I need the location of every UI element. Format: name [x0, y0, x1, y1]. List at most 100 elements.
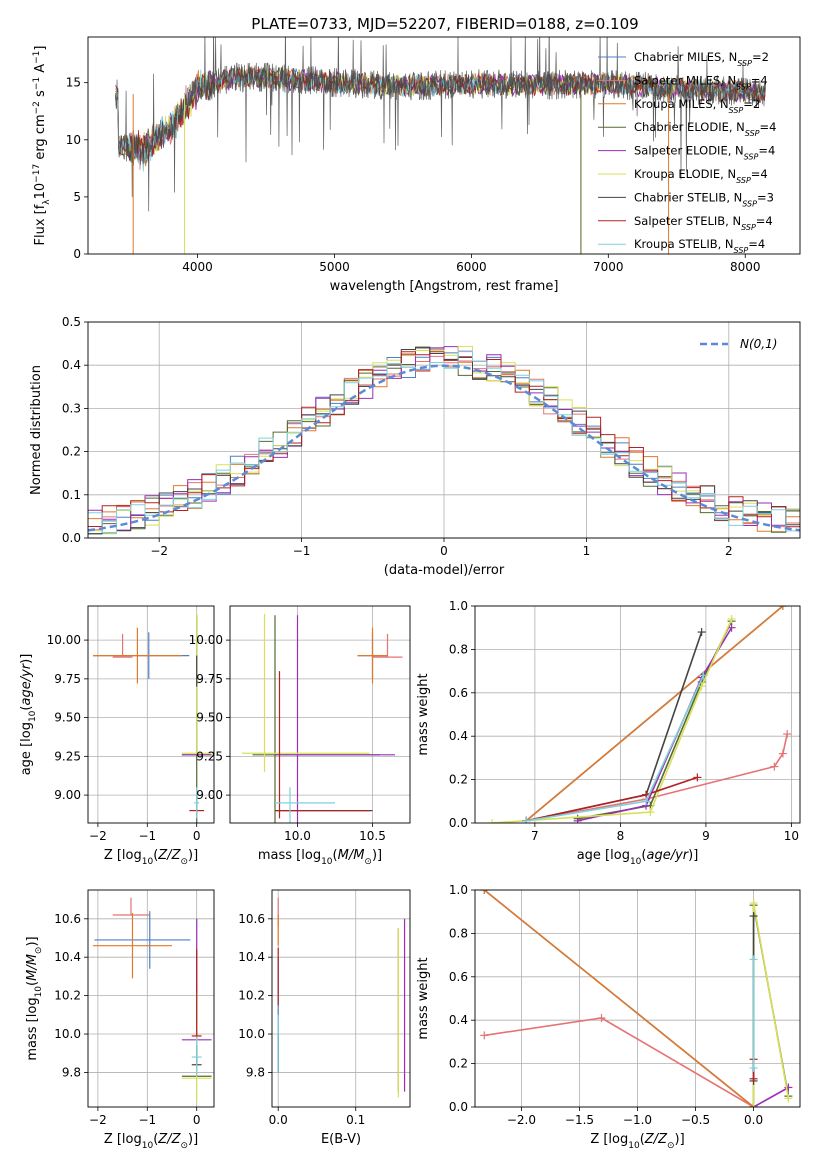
legend-label: Kroupa MILES, NSSP=2 [634, 97, 760, 115]
x-tick-label: 9 [702, 829, 710, 843]
plot-area [242, 613, 403, 823]
mass-vs-extinction-panel: 0.0 0.1 9.8 10.0 10.2 10.4 10.6 E(B-V) [238, 889, 411, 1147]
x-tick-label: −2 [89, 1113, 107, 1127]
x-tick-label: 10.0 [284, 829, 311, 843]
axes-border [229, 605, 411, 824]
x-tick-label: 0.0 [269, 1113, 288, 1127]
ageZ-x-label: Z [log10(Z/Z⊙)] [104, 848, 198, 867]
y-tick-label: 9.50 [196, 711, 223, 725]
legend-label: Chabrier ELODIE, NSSP=4 [634, 120, 776, 138]
x-tick-label: −2 [89, 829, 107, 843]
y-tick-label: 0.3 [62, 401, 81, 415]
axes-frame: 7 8 9 10 0.0 0.2 0.4 0.6 0.8 1.0 age [log10(age/yr… [416, 599, 801, 867]
x-tick-label: 7 [531, 829, 539, 843]
mwZ-x-label: Z [log10(Z/Z⊙)] [590, 1132, 684, 1151]
plot-area [88, 345, 800, 535]
axes-frame: −2 −1 0 9.8 10.0 10.2 10.4 10.6 Z [log10(Z/Z⊙)] m… [25, 889, 215, 1151]
x-tick-label: 1 [583, 544, 591, 558]
y-tick-label: 10.4 [238, 950, 265, 964]
age-vs-metallicity-panel: −2 −1 0 9.00 9.25 9.50 9.75 10.00 Z [log10(Z/Z⊙)… [19, 605, 215, 867]
y-tick-label: 0.6 [449, 686, 468, 700]
y-tick-label: 15 [66, 76, 81, 90]
x-tick-label: 2 [725, 544, 733, 558]
residual-histogram [88, 351, 800, 528]
y-tick-label: 0.2 [449, 773, 468, 787]
x-tick-label: 10.5 [359, 829, 386, 843]
mass-weight-line [577, 620, 733, 820]
plot-area [488, 606, 792, 823]
residuals-panel: −2 −1 0 1 2 0.0 0.1 0.2 0.3 0.4 0.5 (data-model)/er… [29, 315, 801, 578]
chabrier-stelib-spectrum-line [115, 37, 766, 212]
plot-area [92, 897, 212, 1102]
x-tick-label: −2.0 [507, 1113, 536, 1127]
mass-weight-line [753, 1086, 789, 1107]
y-tick-label: 9.75 [54, 672, 81, 686]
y-tick-label: 10.00 [189, 633, 223, 647]
figure-title: PLATE=0733, MJD=52207, FIBERID=0188, z=0… [251, 15, 638, 33]
axes-border [87, 36, 801, 255]
mwAge-x-label: age [log10(age/yr)] [577, 848, 699, 867]
y-tick-label: 0.6 [449, 970, 468, 984]
y-tick-label: 10.0 [54, 1027, 81, 1041]
y-tick-label: 9.8 [62, 1065, 81, 1079]
mass-weight-line [492, 618, 733, 823]
y-tick-label: 10.6 [238, 912, 265, 926]
y-tick-label: 0.1 [62, 488, 81, 502]
legend-normal-label: N(0,1) [740, 337, 777, 351]
spectrum-x-label: wavelength [Angstrom, rest frame] [330, 279, 559, 294]
y-tick-label: 0.4 [449, 1013, 468, 1027]
y-tick-label: 10.2 [238, 989, 265, 1003]
axes-border [474, 605, 801, 824]
y-tick-label: 9.8 [246, 1065, 265, 1079]
y-tick-label: 9.00 [196, 788, 223, 802]
x-tick-label: −1 [138, 1113, 156, 1127]
x-tick-label: −1 [138, 829, 156, 843]
legend-label: Salpeter STELIB, NSSP=4 [634, 214, 773, 232]
residual-histogram [88, 346, 800, 531]
ageM-x-label: mass [log10(M/M⊙)] [258, 848, 382, 867]
x-tick-label: 8 [617, 829, 625, 843]
age-vs-mass-panel: 10.0 10.5 9.00 9.25 9.50 9.75 10.00 mass [log10… [189, 605, 411, 867]
y-tick-label: 0.4 [449, 729, 468, 743]
plot-area [277, 897, 406, 1098]
x-tick-label: 0.1 [346, 1113, 365, 1127]
x-tick-label: 0 [440, 544, 448, 558]
x-tick-label: 10 [784, 829, 799, 843]
x-tick-label: −1 [293, 544, 311, 558]
y-tick-label: 1.0 [449, 883, 468, 897]
massZ-y-label: mass [log10(M/M⊙)] [25, 936, 44, 1060]
legend-label: Chabrier STELIB, NSSP=3 [634, 190, 774, 208]
y-tick-label: 10.00 [47, 633, 81, 647]
massE-x-label: E(B-V) [321, 1132, 361, 1147]
y-tick-label: 5 [73, 190, 81, 204]
spectrum-panel: 4000 5000 6000 7000 8000 0 5 10 15 wavelength [An… [32, 36, 801, 294]
axes-frame: −2 −1 0 1 2 0.0 0.1 0.2 0.3 0.4 0.5 (data-model)/er… [29, 315, 801, 578]
mass-weight-line [525, 606, 784, 822]
y-tick-label: 10 [66, 133, 81, 147]
y-tick-label: 0.0 [449, 816, 468, 830]
axes-border [271, 889, 411, 1108]
mwAge-y-label: mass weight [416, 673, 431, 755]
y-tick-label: 9.25 [196, 749, 223, 763]
y-tick-label: 1.0 [449, 599, 468, 613]
legend-label: Kroupa STELIB, NSSP=4 [634, 237, 765, 255]
y-tick-label: 0.0 [62, 531, 81, 545]
y-tick-label: 0.0 [449, 1100, 468, 1114]
plot-area [92, 613, 212, 823]
x-tick-label: 4000 [182, 260, 213, 274]
massZ-x-label: Z [log10(Z/Z⊙)] [104, 1132, 198, 1151]
y-tick-label: 9.50 [54, 711, 81, 725]
axes-frame: 0.0 0.1 9.8 10.0 10.2 10.4 10.6 E(B-V) [238, 889, 411, 1147]
spectrum-legend: Chabrier MILES, NSSP=2 Salpeter MILES, NS… [598, 50, 776, 255]
axes-frame: −2.0 −1.5 −1.0 −0.5 0.0 0.0 0.2 0.4 0.6 0.8 1.0 Z [… [416, 883, 801, 1151]
y-tick-label: 9.00 [54, 788, 81, 802]
mass-vs-metallicity-panel: −2 −1 0 9.8 10.0 10.2 10.4 10.6 Z [log10(Z/Z⊙)] m… [25, 889, 215, 1151]
y-tick-label: 0.2 [62, 445, 81, 459]
y-tick-label: 0.8 [449, 926, 468, 940]
axes-border [87, 605, 215, 824]
legend-label: Salpeter MILES, NSSP=4 [634, 73, 768, 91]
y-tick-label: 10.4 [54, 950, 81, 964]
plot-area [480, 890, 793, 1107]
residuals-legend: N(0,1) [700, 337, 777, 351]
y-tick-label: 10.6 [54, 912, 81, 926]
